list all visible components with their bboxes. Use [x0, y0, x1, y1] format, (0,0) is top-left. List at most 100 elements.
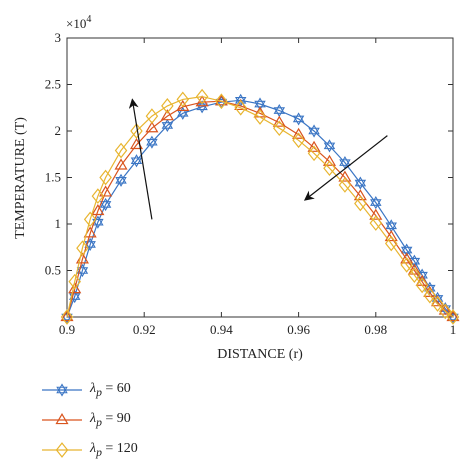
data-point-diamond	[83, 211, 97, 228]
data-point-triangle	[55, 413, 69, 425]
legend-item-series-3: λp = 120	[40, 438, 138, 462]
hexagram-triangle-up	[424, 281, 436, 292]
x-tick-label: 0.92	[133, 322, 156, 337]
series-3	[60, 88, 460, 325]
data-point-hexagram	[130, 154, 143, 168]
data-point-triangle	[60, 310, 74, 322]
data-point-diamond	[215, 93, 228, 110]
data-point-diamond	[273, 120, 286, 137]
data-point-diamond	[292, 132, 305, 149]
hexagram-triangle-up	[292, 112, 305, 123]
data-point-diamond	[408, 267, 421, 283]
hexagram-triangle-down	[56, 386, 68, 397]
legend-item-series-2: λp = 90	[40, 408, 131, 432]
data-point-hexagram	[354, 176, 367, 190]
data-point-triangle	[114, 158, 128, 170]
hexagram-triangle-down	[146, 138, 158, 149]
hexagram-triangle-down	[273, 107, 286, 118]
data-point-triangle	[195, 95, 209, 107]
x-tick-label: 0.94	[210, 322, 233, 337]
hexagram-triangle-up	[339, 156, 351, 166]
hexagram-triangle-down	[99, 201, 112, 212]
data-point-hexagram	[234, 93, 247, 107]
data-point-diamond	[253, 109, 267, 125]
data-point-diamond	[431, 296, 444, 312]
hexagram-triangle-up	[146, 135, 158, 146]
legend-swatch-hexagram	[42, 383, 82, 397]
data-point-triangle	[369, 208, 383, 220]
y-tick-label: 1.5	[45, 170, 61, 185]
data-point-hexagram	[370, 196, 382, 210]
data-point-diamond	[323, 160, 336, 177]
y-axis-label: TEMPERATURE (T)	[13, 117, 28, 239]
data-point-diamond	[400, 257, 413, 273]
hexagram-triangle-up	[234, 93, 247, 104]
hexagram-triangle-up	[92, 215, 104, 226]
data-point-diamond	[446, 309, 460, 325]
hexagram-triangle-down	[130, 157, 143, 168]
hexagram-triangle-down	[400, 246, 413, 257]
data-point-diamond	[307, 145, 321, 162]
data-point-diamond	[60, 309, 74, 325]
y-tick-label: 3	[55, 30, 62, 45]
hexagram-triangle-down	[323, 142, 336, 153]
hexagram-triangle-down	[234, 97, 247, 107]
hexagram-triangle-up	[273, 103, 286, 114]
hexagram-triangle-up	[56, 383, 68, 394]
data-point-diamond	[234, 99, 247, 116]
hexagram-triangle-up	[115, 173, 127, 184]
hexagram-triangle-down	[215, 98, 228, 109]
temperature-chart: 0.5 1 1.5 2 2.5 3 0.9 0.92 0.94 0.96 0.98 1 ×104 D…	[13, 14, 460, 362]
data-point-hexagram	[323, 139, 336, 153]
legend-swatch-triangle	[42, 413, 82, 425]
hexagram-triangle-down	[161, 122, 174, 133]
y-tick-label: 2.5	[45, 77, 61, 92]
hexagram-triangle-down	[354, 179, 367, 190]
data-point-hexagram	[339, 156, 351, 170]
data-point-triangle	[338, 170, 352, 182]
data-point-triangle	[83, 226, 97, 238]
data-point-triangle	[272, 115, 286, 127]
data-point-diamond	[114, 142, 128, 159]
y-axis-ticks: 0.5 1 1.5 2 2.5 3	[45, 30, 453, 278]
legend-label-1: λp = 60	[90, 381, 131, 399]
x-tick-label: 0.9	[59, 322, 75, 337]
legend-swatch-diamond	[42, 442, 82, 458]
data-point-diamond	[439, 303, 452, 320]
hexagram-triangle-down	[416, 271, 428, 282]
data-point-triangle	[384, 230, 398, 242]
hexagram-triangle-down	[439, 305, 452, 316]
data-point-diamond	[415, 277, 429, 294]
hexagram-triangle-up	[323, 139, 336, 150]
data-point-hexagram	[308, 124, 320, 138]
hexagram-triangle-down	[254, 100, 266, 111]
hexagram-triangle-down	[339, 159, 351, 170]
hexagram-triangle-down	[76, 267, 89, 278]
hexagram-triangle-down	[370, 199, 382, 210]
data-point-triangle	[99, 185, 113, 197]
hexagram-triangle-up	[354, 176, 367, 187]
annotation-arrow-2	[303, 135, 388, 201]
series-line	[66, 95, 454, 318]
hexagram-triangle-down	[115, 176, 127, 187]
data-point-triangle	[307, 140, 321, 152]
data-point-hexagram	[92, 215, 104, 229]
hexagram-triangle-down	[447, 313, 459, 324]
data-point-triangle	[353, 189, 367, 201]
x-tick-label: 1	[450, 322, 457, 337]
data-point-diamond	[145, 108, 159, 124]
hexagram-triangle-up	[370, 196, 382, 206]
y-tick-label: 1	[55, 216, 62, 231]
data-point-triangle	[322, 154, 337, 166]
data-point-diamond	[161, 98, 174, 114]
data-point-triangle	[176, 99, 190, 111]
y-tick-label: 0.5	[45, 263, 61, 278]
hexagram-triangle-up	[385, 219, 397, 230]
data-point-diamond	[55, 442, 69, 458]
data-point-triangle	[400, 252, 414, 264]
data-point-diamond	[369, 215, 383, 231]
hexagram-triangle-up	[130, 154, 143, 165]
x-tick-label: 0.98	[364, 322, 387, 337]
series-layer	[60, 88, 460, 325]
data-point-hexagram	[385, 219, 397, 233]
